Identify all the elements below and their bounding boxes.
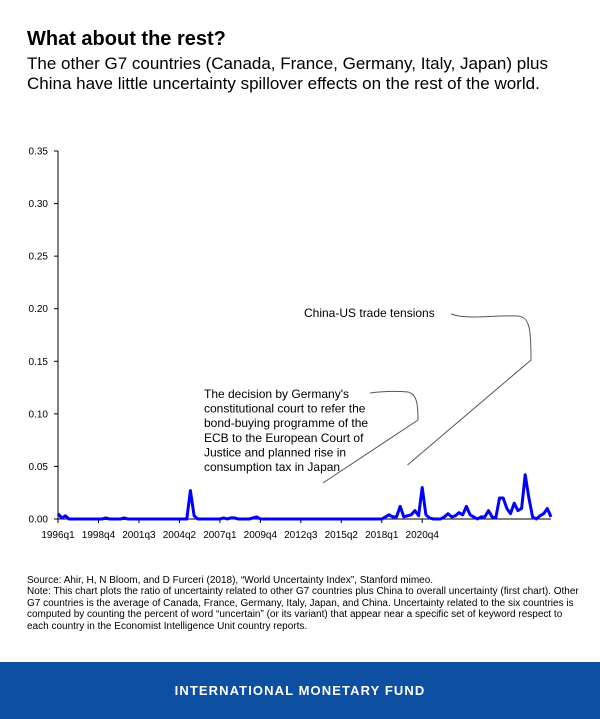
line-chart: 0.000.050.100.150.200.250.300.35 1996q1 1… [29, 147, 553, 541]
annotation-germany-line: constitutional court to refer the [204, 402, 366, 416]
explanatory-note: Note: This chart plots the ratio of unce… [27, 586, 579, 632]
x-tick-label: 1998q4 [82, 530, 116, 541]
y-tick-label: 0.05 [29, 462, 49, 473]
y-tick-label: 0.20 [29, 304, 49, 315]
footer-banner: INTERNATIONAL MONETARY FUND [0, 662, 600, 719]
y-tick-label: 0.30 [29, 199, 49, 210]
annotation-germany-line: bond-buying programme of the [204, 416, 368, 430]
annotation-trade-tensions: China-US trade tensions [304, 306, 435, 320]
annotations: China-US trade tensions The decision by G… [204, 306, 532, 484]
y-tick-label: 0.35 [29, 147, 49, 158]
x-axis: 1996q1 1998q4 2001q3 2004q2 2007q1 2009q4 2012… [41, 518, 551, 541]
y-tick-label: 0.25 [29, 252, 49, 263]
annotation-germany-line: consumption tax in Japan [204, 460, 340, 474]
series-line [56, 473, 553, 521]
y-tick-label: 0.10 [29, 409, 49, 420]
footnote: Source: Ahir, H, N Bloom, and D Furceri … [27, 575, 583, 632]
annotation-germany-line: Justice and planned rise in [204, 445, 346, 459]
annotation-connector [407, 313, 532, 466]
chart-subtitle: The other G7 countries (Canada, France, … [27, 54, 548, 93]
y-tick-label: 0.15 [29, 357, 49, 368]
annotation-germany-line: ECB to the European Court of [204, 431, 364, 445]
y-tick-label: 0.00 [29, 515, 49, 526]
source-note: Source: Ahir, H, N Bloom, and D Furceri … [27, 575, 434, 586]
x-tick-label: 2001q3 [122, 530, 156, 541]
x-tick-label: 1996q1 [41, 530, 75, 541]
x-tick-label: 2018q1 [365, 530, 399, 541]
chart-title: What about the rest? [27, 28, 226, 50]
annotation-connector [322, 390, 419, 484]
organization-name: INTERNATIONAL MONETARY FUND [174, 683, 426, 698]
y-axis: 0.00 0.05 0.10 0.15 0.20 0.25 0.30 0.35 [29, 147, 59, 526]
x-tick-label: 2020q4 [406, 530, 440, 541]
x-tick-label: 2007q1 [203, 530, 237, 541]
x-tick-label: 2012q3 [284, 530, 318, 541]
plot-area [56, 473, 553, 521]
x-tick-label: 2015q2 [325, 530, 359, 541]
annotation-germany-line: The decision by Germany's [204, 387, 349, 401]
x-tick-label: 2009q4 [244, 530, 278, 541]
x-tick-label: 2004q2 [163, 530, 197, 541]
